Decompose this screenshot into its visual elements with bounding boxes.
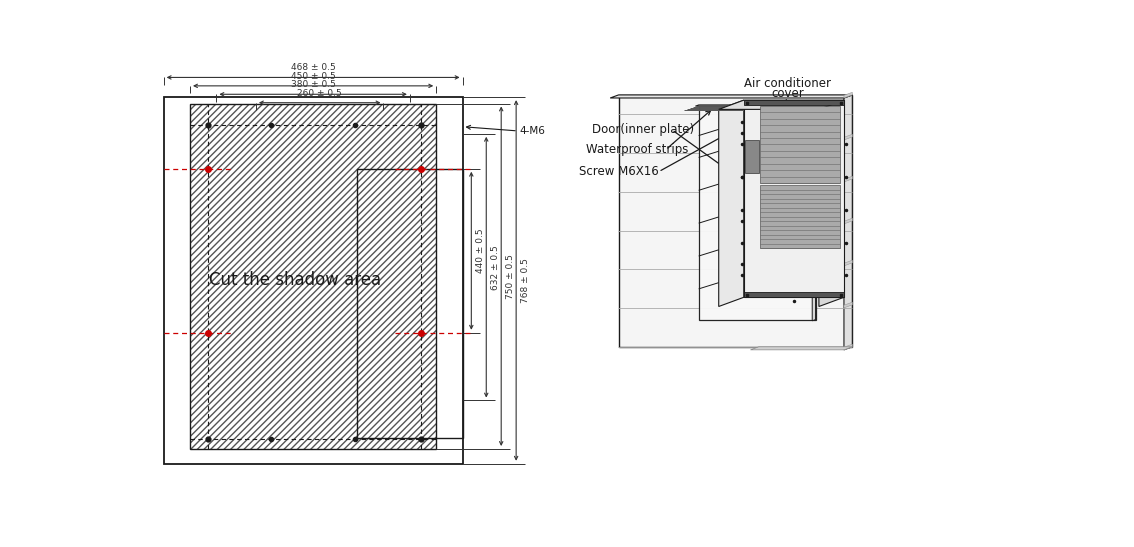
Polygon shape [844,176,853,182]
Polygon shape [745,139,759,173]
Polygon shape [695,105,815,106]
Bar [191,103,437,449]
Polygon shape [760,106,840,183]
Bar [357,169,463,438]
Polygon shape [744,100,844,104]
Text: 4-M6: 4-M6 [519,126,545,136]
Bar [163,97,463,464]
Polygon shape [844,92,853,98]
Text: Cut the shadow area: Cut the shadow area [210,271,382,289]
Polygon shape [699,105,815,319]
Text: Screw M6X16: Screw M6X16 [579,165,659,178]
Polygon shape [812,105,815,321]
Polygon shape [844,95,853,350]
Polygon shape [844,302,853,308]
Polygon shape [760,185,840,248]
Text: 468 ± 0.5: 468 ± 0.5 [290,63,336,72]
Text: 380 ± 0.5: 380 ± 0.5 [290,80,336,89]
Bar [191,103,437,449]
Polygon shape [610,95,853,98]
Polygon shape [844,134,853,140]
Polygon shape [844,260,853,266]
Polygon shape [719,100,744,306]
Polygon shape [844,218,853,224]
Text: 440 ± 0.5: 440 ± 0.5 [476,229,484,273]
Text: Door(inner plate): Door(inner plate) [592,123,694,136]
Polygon shape [744,100,844,298]
Polygon shape [618,95,853,347]
Text: Waterproof strips: Waterproof strips [585,143,688,156]
Polygon shape [744,292,844,298]
Polygon shape [719,100,844,109]
Text: 768 ± 0.5: 768 ± 0.5 [521,258,530,303]
Text: cover: cover [771,88,804,100]
Text: 632 ± 0.5: 632 ± 0.5 [491,245,500,289]
Polygon shape [844,344,853,350]
Text: 450 ± 0.5: 450 ± 0.5 [290,72,336,81]
Text: 260 ± 0.5: 260 ± 0.5 [297,89,342,98]
Polygon shape [751,347,853,350]
Polygon shape [819,100,844,306]
Text: 750 ± 0.5: 750 ± 0.5 [506,254,515,299]
Text: Air conditioner: Air conditioner [744,77,831,90]
